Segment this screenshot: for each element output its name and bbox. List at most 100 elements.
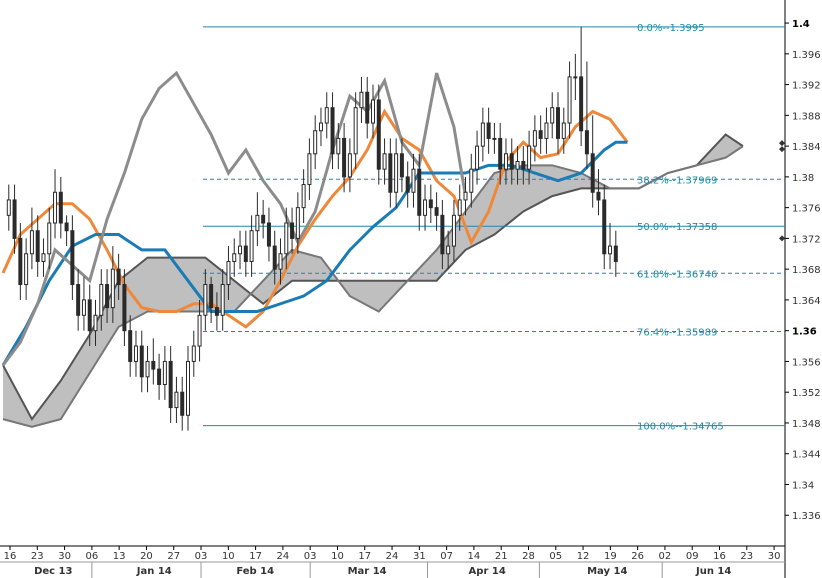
candle-body [301,184,306,209]
candle-body [451,214,456,247]
candle-body [561,122,566,139]
candle-body [417,168,422,216]
candle-body [567,76,572,124]
candle-body [509,153,514,170]
price-tick-label: 1.344 [792,450,821,461]
candle-body [122,284,127,332]
candle-body [405,176,410,193]
candle-body [76,284,81,316]
price-axis: 1.4 1.396 1.392 1.388 1.384 1.38 1.376 1.372 1.3… [779,19,821,522]
date-tick-label: 09 [686,551,699,562]
candle-body [556,107,560,139]
price-tick-label: 1.368 [792,265,821,276]
price-tick-label: 1.38 [792,173,814,184]
date-tick-label: 05 [549,551,562,562]
date-tick-label: 13 [113,551,126,562]
candle-body [342,137,347,178]
candle-body [608,245,613,255]
candle-body [266,222,271,247]
candle-body [157,368,162,386]
candle-body [330,107,335,155]
candle-body [87,299,92,332]
candle-body [602,199,607,255]
candle-body [261,214,266,224]
candle-body [382,153,387,170]
candle-body [475,145,480,170]
candle-body [197,314,202,347]
candle-body [53,191,58,224]
date-tick-label: 30 [58,551,71,562]
fib-level-label-1: 38.2%--1.37969 [637,175,717,186]
kijun-line [1,140,628,367]
candle-body [24,253,29,286]
candle-body [347,153,352,178]
price-tick-label: 1.372 [792,234,821,245]
candle-body [116,268,121,286]
candle-body [532,130,537,147]
date-tick-label: 03 [195,551,208,562]
candle-body [64,222,69,232]
date-tick-label: 12 [577,551,590,562]
price-tick-label: 1.376 [792,204,821,215]
date-tick-label: 21 [495,551,508,562]
candle-body [70,230,75,286]
date-tick-label: 24 [277,551,290,562]
candle-body [6,199,11,216]
price-tick-label: 1.356 [792,357,821,368]
candle-body [110,268,115,309]
price-tick-label: 1.34 [792,480,814,491]
fib-level-label-4: 76.4%--1.35989 [637,328,717,339]
candle-body [255,214,260,232]
candle-body [93,314,98,332]
month-label: Jun 14 [695,566,731,577]
candle-body [399,153,404,178]
candle-body [596,191,601,201]
price-tick-label: 1.384 [792,142,821,153]
date-tick-label: 27 [167,551,180,562]
candle-body [428,199,433,209]
date-tick-label: 02 [659,551,672,562]
candle-body [272,245,277,270]
candle-body [18,237,23,286]
price-tick-label: 1.36 [792,327,817,338]
candle-body [469,168,474,193]
date-tick-label: 30 [768,551,781,562]
candle-body [498,137,503,170]
month-label: Jan 14 [136,566,172,577]
price-tick-label: 1.4 [792,19,810,30]
date-tick-label: 24 [386,551,399,562]
fibonacci-levels: 0.0%--1.3995 38.2%--1.37969 50.0%--1.37358… [203,23,785,433]
candle-body [388,153,393,193]
candle-body [105,284,110,309]
candle-body [41,253,46,262]
candle-body [486,122,491,139]
month-label: Dec 13 [34,566,72,577]
candle-body [139,345,144,378]
date-tick-label: 16 [4,551,17,562]
date-tick-label: 14 [468,551,481,562]
candle-body [238,245,243,255]
date-tick-label: 16 [713,551,726,562]
candle-body [220,284,225,316]
candle-body [579,76,584,132]
candle-body [81,299,86,316]
candle-body [191,345,196,362]
candle-body [186,360,190,416]
price-tick-label: 1.388 [792,111,821,122]
candle-body [527,145,532,170]
candle-body [613,245,618,262]
ichimoku-cloud [2,133,744,428]
indicator-lines [1,70,629,367]
fib-level-label-3: 61.8%--1.36746 [637,269,717,280]
candle-body [480,122,485,147]
candle-body [394,153,399,193]
candle-body [278,253,283,270]
candle-body [544,122,549,139]
candle-body [226,260,231,286]
month-label: May 14 [587,566,627,577]
date-tick-label: 06 [85,551,98,562]
price-tick-label: 1.348 [792,419,821,430]
price-tick-label: 1.392 [792,81,821,92]
candle-body [590,153,595,193]
